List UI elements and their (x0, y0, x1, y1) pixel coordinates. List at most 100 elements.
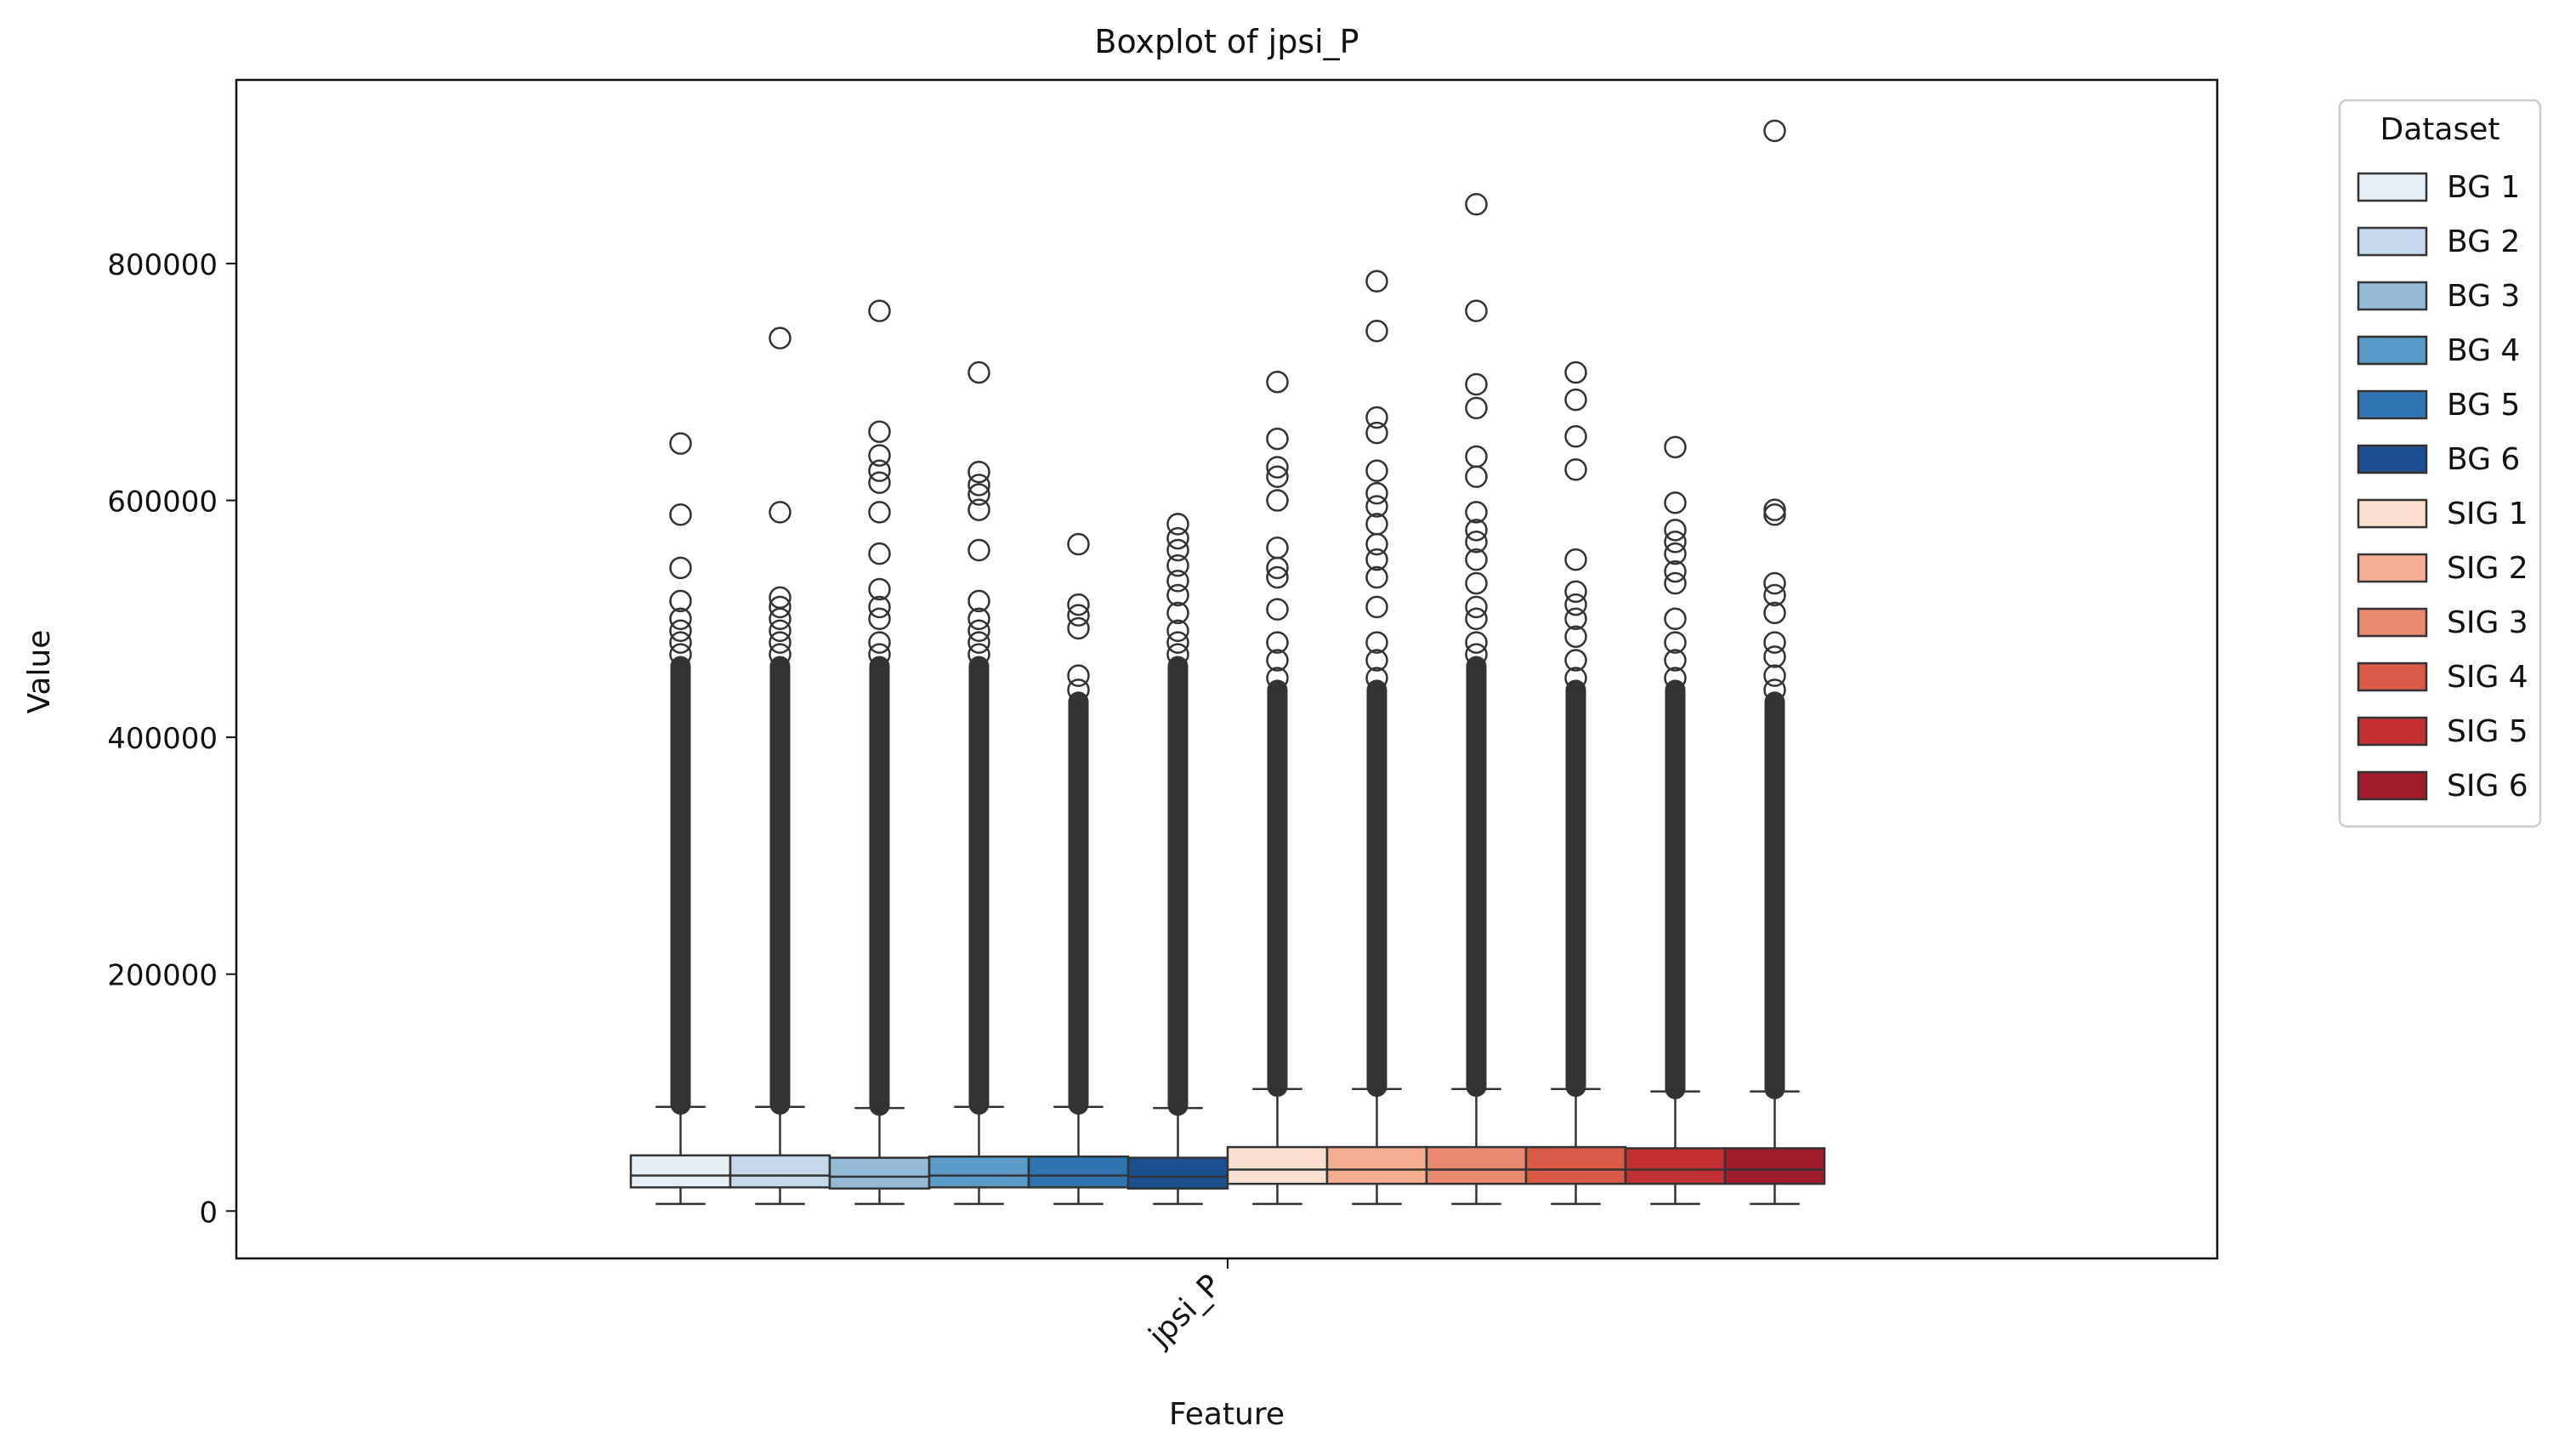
outlier-point (1365, 320, 1388, 343)
outlier-point (1763, 631, 1786, 654)
outlier-point (1763, 119, 1786, 143)
outlier-point (967, 631, 990, 654)
outlier-point (1664, 542, 1687, 565)
outlier-point (967, 498, 990, 521)
outlier-point (1465, 631, 1488, 654)
outlier-point (1564, 425, 1587, 448)
outlier-point (769, 327, 792, 349)
outlier-point (868, 631, 891, 654)
outlier-point (1465, 571, 1488, 595)
legend-swatch (2357, 335, 2428, 366)
outlier-point (868, 643, 891, 666)
outlier-point (1166, 538, 1189, 562)
legend-item: SIG 6 (2357, 769, 2528, 804)
outlier-point (868, 420, 891, 443)
outlier-point (1365, 595, 1388, 619)
outlier-point (1166, 631, 1189, 654)
outlier-point (1564, 593, 1587, 616)
outlier-point (1266, 427, 1289, 451)
outlier-point (967, 474, 990, 497)
outlier-point (1266, 667, 1289, 690)
outlier-point (967, 483, 990, 506)
legend-item: BG 4 (2357, 333, 2520, 368)
outlier-point (1664, 571, 1687, 595)
legend-label: BG 6 (2447, 442, 2520, 477)
outlier-point (1664, 607, 1687, 631)
outlier-point (1664, 631, 1687, 654)
box-bg-5 (1027, 532, 1130, 1206)
outlier-point (769, 607, 792, 631)
outlier-point (1465, 607, 1488, 631)
x-axis-label: Feature (1169, 1397, 1285, 1432)
legend-label: SIG 3 (2447, 605, 2528, 640)
outlier-point (1564, 458, 1587, 481)
box-sig-1 (1226, 370, 1329, 1206)
outlier-point (1465, 445, 1488, 469)
outlier-point (1365, 270, 1388, 293)
outlier-point (1266, 465, 1289, 488)
box-iqr (1624, 1147, 1727, 1185)
legend-item: BG 2 (2357, 224, 2520, 259)
outlier-point (1067, 616, 1090, 640)
outlier-point (1166, 554, 1189, 577)
outlier-point (967, 619, 990, 642)
outlier-point (1763, 645, 1786, 668)
outlier-point (669, 556, 692, 580)
outlier-point (1365, 649, 1388, 672)
box-bg-3 (828, 299, 931, 1206)
outlier-point (1166, 513, 1189, 536)
outlier-point (769, 595, 792, 619)
outlier-point (1465, 595, 1488, 619)
outlier-point (1166, 583, 1189, 607)
y-tick-label: 800000 (107, 248, 218, 282)
legend-label: SIG 2 (2447, 551, 2528, 586)
outlier-point (1763, 498, 1786, 521)
outlier-point (769, 586, 792, 609)
outlier-point (1365, 406, 1388, 429)
legend-item: SIG 4 (2357, 660, 2528, 695)
legend-item: SIG 2 (2357, 551, 2528, 586)
box-bg-4 (928, 361, 1030, 1206)
legend-swatch (2357, 607, 2428, 638)
legend-item: SIG 1 (2357, 497, 2528, 531)
outlier-point (868, 542, 891, 565)
outlier-point (1365, 631, 1388, 654)
outlier-point (1365, 532, 1388, 556)
legend-swatch (2357, 662, 2428, 692)
outlier-point (1067, 604, 1090, 627)
legend-item: SIG 5 (2357, 714, 2528, 749)
outlier-point (1266, 456, 1289, 479)
legend-label: BG 4 (2447, 333, 2520, 368)
outlier-point (1664, 519, 1687, 542)
outlier-point (769, 619, 792, 642)
x-tick-label: jpsi_P (1142, 1268, 1228, 1354)
box-iqr (1226, 1145, 1329, 1185)
outlier-point (1564, 607, 1587, 631)
legend-label: SIG 5 (2447, 714, 2528, 749)
outlier-point (1266, 565, 1289, 589)
legend-swatch (2357, 444, 2428, 474)
outlier-point (1664, 667, 1687, 690)
outlier-point (967, 589, 990, 613)
outlier-point (1763, 679, 1786, 701)
outlier-point (1465, 299, 1488, 322)
outlier-point (1266, 631, 1289, 654)
outlier-point (1664, 531, 1687, 554)
outlier-point (1067, 593, 1090, 616)
box-bg-1 (629, 432, 732, 1206)
outlier-point (769, 643, 792, 666)
outlier-point (1166, 619, 1189, 642)
outlier-point (868, 577, 891, 601)
box-sig-6 (1723, 119, 1826, 1206)
outlier-point (1564, 667, 1587, 690)
legend: Dataset BG 1 BG 2 BG 3 BG 4 BG 5 BG 6 SIG 1 SIG … (2338, 99, 2542, 828)
outlier-point (1465, 531, 1488, 554)
outlier-point (1365, 481, 1388, 505)
legend-swatch (2357, 281, 2428, 311)
outlier-point (1365, 565, 1388, 589)
outlier-point (669, 631, 692, 654)
outlier-point (1465, 396, 1488, 420)
box-iqr (1027, 1155, 1130, 1189)
outlier-point (1465, 643, 1488, 666)
outlier-point (1067, 664, 1090, 687)
